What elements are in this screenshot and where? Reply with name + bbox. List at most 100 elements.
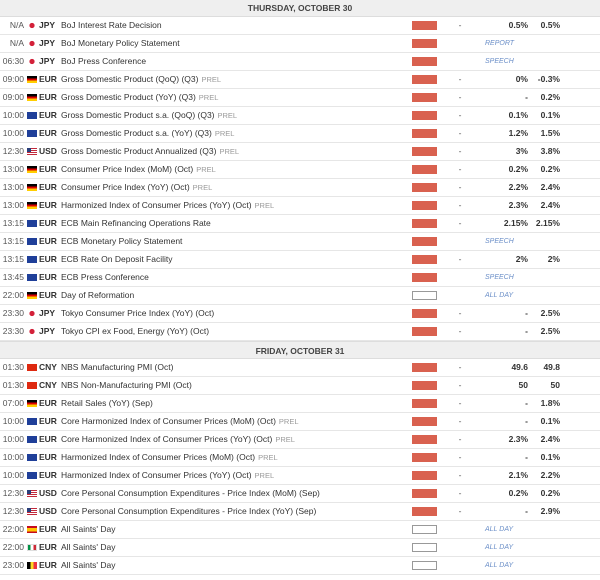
event-tag: PREL — [214, 129, 235, 138]
event-time: 12:30 — [2, 146, 24, 156]
country-flag — [27, 292, 37, 299]
event-row[interactable]: 12:30 USD Core Personal Consumption Expend… — [0, 485, 600, 503]
event-row[interactable]: 23:30 JPY Tokyo CPI ex Food, Energy (YoY) … — [0, 323, 600, 341]
event-row[interactable]: 12:30 USD Core Personal Consumption Expend… — [0, 503, 600, 521]
event-title: Harmonized Index of Consumer Prices (MoM… — [61, 452, 256, 462]
event-time: 13:00 — [2, 164, 24, 174]
event-row[interactable]: 13:00 EUR Consumer Price Index (YoY) (Oct)… — [0, 179, 600, 197]
event-title: ECB Press Conference — [61, 272, 149, 282]
actual: - — [458, 416, 462, 426]
impact-indicator — [412, 489, 437, 498]
impact-indicator — [412, 21, 437, 30]
event-row[interactable]: 01:30 CNY NBS Manufacturing PMI (Oct) - 49.6… — [0, 359, 600, 377]
event-row[interactable]: N/A JPY BoJ Monetary Policy Statement REPOR… — [0, 35, 600, 53]
event-label: ALL DAY — [485, 562, 514, 569]
event-time: 12:30 — [2, 506, 24, 516]
event-name: Harmonized Index of Consumer Prices (YoY… — [61, 197, 274, 214]
event-row[interactable]: 12:30 USD Gross Domestic Product Annualize… — [0, 143, 600, 161]
event-row[interactable]: 10:00 EUR Gross Domestic Product s.a. (QoQ… — [0, 107, 600, 125]
previous: 0.1% — [540, 110, 560, 120]
event-tag: PREL — [196, 165, 216, 174]
event-row[interactable]: 10:00 EUR Harmonized Index of Consumer Pri… — [0, 467, 600, 485]
event-title: BoJ Monetary Policy Statement — [61, 38, 180, 48]
event-row[interactable]: 10:00 EUR Core Harmonized Index of Consume… — [0, 431, 600, 449]
currency: EUR — [39, 200, 57, 210]
event-time: 10:00 — [2, 434, 24, 444]
event-row[interactable]: 09:00 EUR Gross Domestic Product (YoY) (Q3… — [0, 89, 600, 107]
event-tag: PREL — [254, 471, 275, 480]
actual: - — [458, 362, 462, 372]
event-row[interactable]: 09:00 EUR Gross Domestic Product (QoQ) (Q3… — [0, 71, 600, 89]
impact-indicator — [412, 237, 437, 246]
event-row[interactable]: 13:15 EUR ECB Rate On Deposit Facility - 2% 2… — [0, 251, 600, 269]
event-row[interactable]: 13:00 EUR Consumer Price Index (MoM) (Oct)… — [0, 161, 600, 179]
impact-indicator — [412, 93, 437, 102]
event-title: NBS Manufacturing PMI (Oct) — [61, 362, 174, 372]
impact-indicator — [412, 309, 437, 318]
event-time: 01:30 — [2, 362, 24, 372]
event-time: 10:00 — [2, 416, 24, 426]
consensus: 49.6 — [511, 362, 528, 372]
event-row[interactable]: 13:15 EUR ECB Main Refinancing Operations … — [0, 215, 600, 233]
event-title: Gross Domestic Product (YoY) (Q3) — [61, 92, 196, 102]
actual: - — [458, 74, 462, 84]
event-row[interactable]: 13:00 EUR Harmonized Index of Consumer Pri… — [0, 197, 600, 215]
event-row[interactable]: 23:00 EUR All Saints' Day ALL DAY — [0, 557, 600, 575]
event-row[interactable]: 22:00 EUR Day of Reformation ALL DAY — [0, 287, 600, 305]
country-flag — [27, 166, 37, 173]
event-time: 07:00 — [2, 398, 24, 408]
event-title: Core Harmonized Index of Consumer Prices… — [61, 416, 276, 426]
event-row[interactable]: 23:30 JPY Tokyo Consumer Price Index (YoY)… — [0, 305, 600, 323]
day-header: FRIDAY, OCTOBER 31 — [0, 341, 600, 359]
event-name: Day of Reformation — [61, 287, 134, 304]
event-time: 22:00 — [2, 542, 24, 552]
event-name: Gross Domestic Product Annualized (Q3) PR… — [61, 143, 239, 160]
event-row[interactable]: 22:00 EUR All Saints' Day ALL DAY — [0, 521, 600, 539]
previous: 2.4% — [540, 182, 560, 192]
event-name: Retail Sales (YoY) (Sep) — [61, 395, 153, 412]
event-name: All Saints' Day — [61, 521, 116, 538]
event-title: Consumer Price Index (MoM) (Oct) — [61, 164, 194, 174]
previous: 2.5% — [540, 326, 560, 336]
event-time: 13:15 — [2, 254, 24, 264]
event-time: 06:30 — [2, 56, 24, 66]
event-name: Harmonized Index of Consumer Prices (MoM… — [61, 449, 278, 466]
event-title: BoJ Interest Rate Decision — [61, 20, 162, 30]
event-tag: PREL — [258, 453, 278, 462]
impact-indicator — [412, 147, 437, 156]
impact-indicator — [412, 75, 437, 84]
currency: EUR — [39, 542, 57, 552]
actual: - — [458, 470, 462, 480]
event-tag: PREL — [217, 111, 238, 120]
event-row[interactable]: 07:00 EUR Retail Sales (YoY) (Sep) - - 1.8% — [0, 395, 600, 413]
impact-indicator — [412, 453, 437, 462]
event-title: Core Harmonized Index of Consumer Prices… — [61, 434, 273, 444]
country-flag — [27, 40, 37, 47]
event-row[interactable]: 10:00 EUR Gross Domestic Product s.a. (YoY… — [0, 125, 600, 143]
event-row[interactable]: 13:45 EUR ECB Press Conference SPEECH — [0, 269, 600, 287]
currency: JPY — [39, 308, 56, 318]
event-row[interactable]: 06:30 JPY BoJ Press Conference SPEECH — [0, 53, 600, 71]
consensus: 3% — [515, 146, 528, 156]
country-flag — [27, 238, 37, 245]
event-row[interactable]: 13:15 EUR ECB Monetary Policy Statement SPE… — [0, 233, 600, 251]
event-time: 10:00 — [2, 110, 24, 120]
event-row[interactable]: 10:00 EUR Harmonized Index of Consumer Pri… — [0, 449, 600, 467]
event-row[interactable]: 22:00 EUR All Saints' Day ALL DAY — [0, 539, 600, 557]
event-row[interactable]: 10:00 EUR Core Harmonized Index of Consume… — [0, 413, 600, 431]
event-label: SPEECH — [485, 238, 514, 245]
consensus: - — [525, 416, 528, 426]
impact-indicator — [412, 327, 437, 336]
previous: 50 — [550, 380, 560, 390]
event-title: Tokyo CPI ex Food, Energy (YoY) (Oct) — [61, 326, 210, 336]
event-time: 23:30 — [2, 308, 24, 318]
event-name: Gross Domestic Product (QoQ) (Q3) PREL — [61, 71, 221, 88]
event-row[interactable]: N/A JPY BoJ Interest Rate Decision - 0.5% 0.5… — [0, 17, 600, 35]
country-flag — [27, 544, 37, 551]
currency: EUR — [39, 398, 57, 408]
country-flag — [27, 310, 37, 317]
country-flag — [27, 526, 37, 533]
event-row[interactable]: 01:30 CNY NBS Non-Manufacturing PMI (Oct) -… — [0, 377, 600, 395]
event-tag: PREL — [275, 435, 295, 444]
